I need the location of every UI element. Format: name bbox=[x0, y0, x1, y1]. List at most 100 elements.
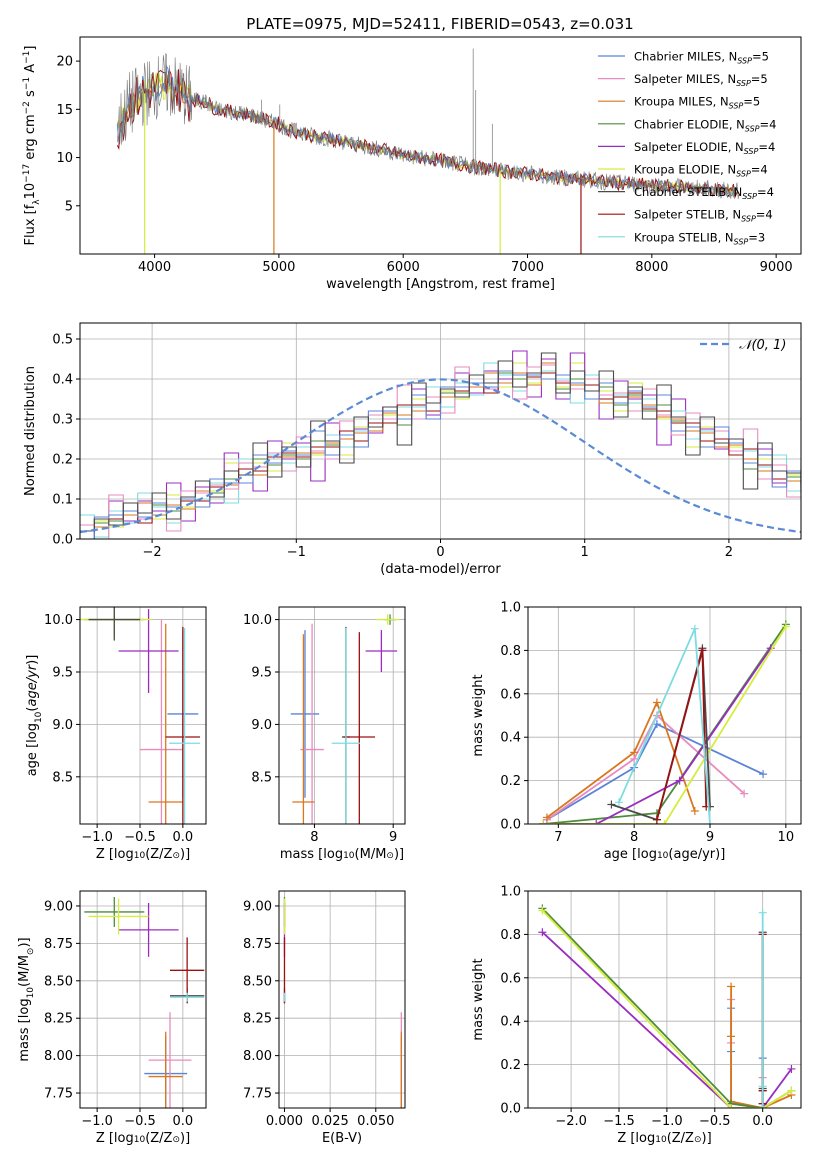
x-axis-label-part: age/yr bbox=[673, 847, 715, 862]
plot-area bbox=[84, 896, 205, 1108]
x-tick-label: −0.5 bbox=[124, 1114, 156, 1129]
y-axis-label-part: Flux [f bbox=[23, 204, 38, 245]
x-axis-label: mass [log10(M/M⊙)] bbox=[280, 847, 404, 862]
x-axis-label-part: ⊙ bbox=[172, 851, 180, 861]
weight-marker bbox=[690, 806, 699, 815]
weight-marker bbox=[539, 820, 548, 824]
y-tick-label: 0.4 bbox=[500, 731, 521, 746]
x-axis-label-part: Z [log bbox=[617, 1131, 655, 1146]
y-axis-label: Flux [fλ10−17 erg cm−2 s−1 A−1] bbox=[22, 46, 42, 246]
weight-marker bbox=[727, 1032, 736, 1041]
x-tick-label: 8 bbox=[630, 830, 638, 845]
y-tick-label: 0.4 bbox=[500, 1015, 521, 1030]
x-tick-label: −1.0 bbox=[81, 1114, 113, 1129]
weight-line-4 bbox=[543, 647, 772, 824]
x-axis-label-part: Z [log bbox=[96, 1131, 134, 1146]
plot-area bbox=[80, 350, 801, 539]
y-axis-label-part: −1 bbox=[22, 51, 32, 64]
y-axis-label-part: −2 bbox=[22, 101, 32, 114]
weight-marker bbox=[781, 622, 790, 631]
x-axis-label-part: )] bbox=[394, 847, 404, 862]
x-tick-label: 7 bbox=[554, 830, 562, 845]
y-axis-label: Normed distribution bbox=[23, 366, 38, 496]
y-axis-label-part: )] bbox=[17, 937, 32, 947]
weight-line-5 bbox=[541, 909, 792, 1108]
weight-line-2 bbox=[730, 986, 792, 1108]
x-tick-label: 10 bbox=[778, 830, 795, 845]
legend-label-sub: SSP bbox=[737, 57, 752, 66]
legend-label-main: Kroupa ELODIE, N bbox=[634, 163, 736, 177]
residual-histogram-0 bbox=[80, 370, 801, 539]
x-tick-label: 0.025 bbox=[312, 1114, 349, 1129]
plot-area bbox=[538, 904, 796, 1108]
observed-spectrum bbox=[117, 53, 740, 200]
legend-label-main: Salpeter MILES, N bbox=[634, 72, 736, 86]
x-tick-label: 1 bbox=[581, 545, 589, 560]
weight-marker bbox=[698, 646, 707, 655]
weight-marker bbox=[727, 1104, 736, 1108]
weight-line-0 bbox=[546, 723, 764, 821]
y-tick-label: 8.75 bbox=[44, 937, 73, 952]
legend-label-tail: =3 bbox=[748, 230, 765, 244]
x-axis-label-part: (Z/Z bbox=[667, 1131, 694, 1146]
legend-label-sub: SSP bbox=[741, 215, 756, 224]
plot-area bbox=[283, 896, 402, 1108]
x-tick-label: 0.0 bbox=[173, 1114, 194, 1129]
x-axis-label-part: (data-model)/error bbox=[380, 562, 501, 577]
weight-marker bbox=[758, 908, 767, 917]
x-tick-label: −1.0 bbox=[81, 830, 113, 845]
weight-marker bbox=[758, 1082, 767, 1091]
legend-label-tail: =4 bbox=[758, 140, 775, 154]
x-axis-label: Z [log10(Z/Z⊙)] bbox=[617, 1131, 711, 1146]
x-axis-label-part: ⊙ bbox=[386, 851, 394, 861]
weight-marker bbox=[542, 813, 551, 822]
legend-entry: Salpeter STELIB, NSSP=4 bbox=[634, 208, 773, 224]
weight-marker bbox=[630, 748, 639, 757]
y-axis-label-part: erg cm bbox=[23, 114, 38, 163]
x-axis-label-part: E(B-V) bbox=[322, 1131, 362, 1146]
residual-histogram-7 bbox=[80, 370, 801, 539]
y-tick-label: 9.00 bbox=[243, 899, 272, 914]
y-tick-label: 8.25 bbox=[44, 1012, 73, 1027]
weight-marker bbox=[652, 698, 661, 707]
x-axis-label-part: )] bbox=[702, 1131, 712, 1146]
y-tick-label: 0.2 bbox=[52, 453, 73, 468]
x-tick-label: 8 bbox=[310, 830, 318, 845]
x-tick-label: −1.0 bbox=[651, 1114, 683, 1129]
y-tick-label: 10.0 bbox=[44, 613, 73, 628]
x-tick-label: −2.0 bbox=[555, 1114, 587, 1129]
x-tick-label: 0 bbox=[436, 545, 444, 560]
legend-label-tail: =4 bbox=[756, 208, 773, 222]
y-tick-label: 8.50 bbox=[243, 974, 272, 989]
residual-histogram-1 bbox=[80, 360, 801, 539]
y-tick-label: 9.5 bbox=[251, 665, 272, 680]
y-axis-label-part: mass weight bbox=[471, 958, 486, 1040]
y-tick-label: 0.5 bbox=[52, 333, 73, 348]
y-axis-label-part: (M/M bbox=[17, 955, 32, 987]
x-tick-label: −1.5 bbox=[603, 1114, 635, 1129]
weight-marker bbox=[592, 820, 601, 824]
axes-frame bbox=[527, 890, 802, 1109]
y-tick-label: 9.0 bbox=[52, 718, 73, 733]
x-tick-label: 0.000 bbox=[266, 1114, 303, 1129]
legend-label-sub: SSP bbox=[736, 79, 751, 88]
x-tick-label: 0.0 bbox=[173, 830, 194, 845]
y-axis-label-part: mass weight bbox=[471, 674, 486, 756]
y-axis-label-part: s bbox=[23, 90, 38, 101]
x-axis-label-part: )] bbox=[715, 847, 725, 862]
legend-label-sub: SSP bbox=[742, 192, 757, 201]
y-axis-label-part: λ bbox=[32, 199, 42, 205]
legend-entry: Kroupa MILES, NSSP=5 bbox=[634, 95, 760, 111]
y-tick-label: 8.00 bbox=[243, 1049, 272, 1064]
legend-label-tail: =5 bbox=[751, 72, 768, 86]
legend-label-main: Chabrier MILES, N bbox=[634, 50, 737, 64]
x-axis-label: E(B-V) bbox=[322, 1131, 362, 1146]
legend-label-main: Kroupa MILES, N bbox=[634, 95, 729, 109]
y-tick-label: 0.6 bbox=[500, 971, 521, 986]
legend-label-sub: SSP bbox=[744, 147, 759, 156]
y-axis-label-part: 10 bbox=[23, 183, 38, 200]
y-axis-label: mass [log10(M/M⊙)] bbox=[17, 937, 36, 1061]
y-tick-label: 0.2 bbox=[500, 774, 521, 789]
